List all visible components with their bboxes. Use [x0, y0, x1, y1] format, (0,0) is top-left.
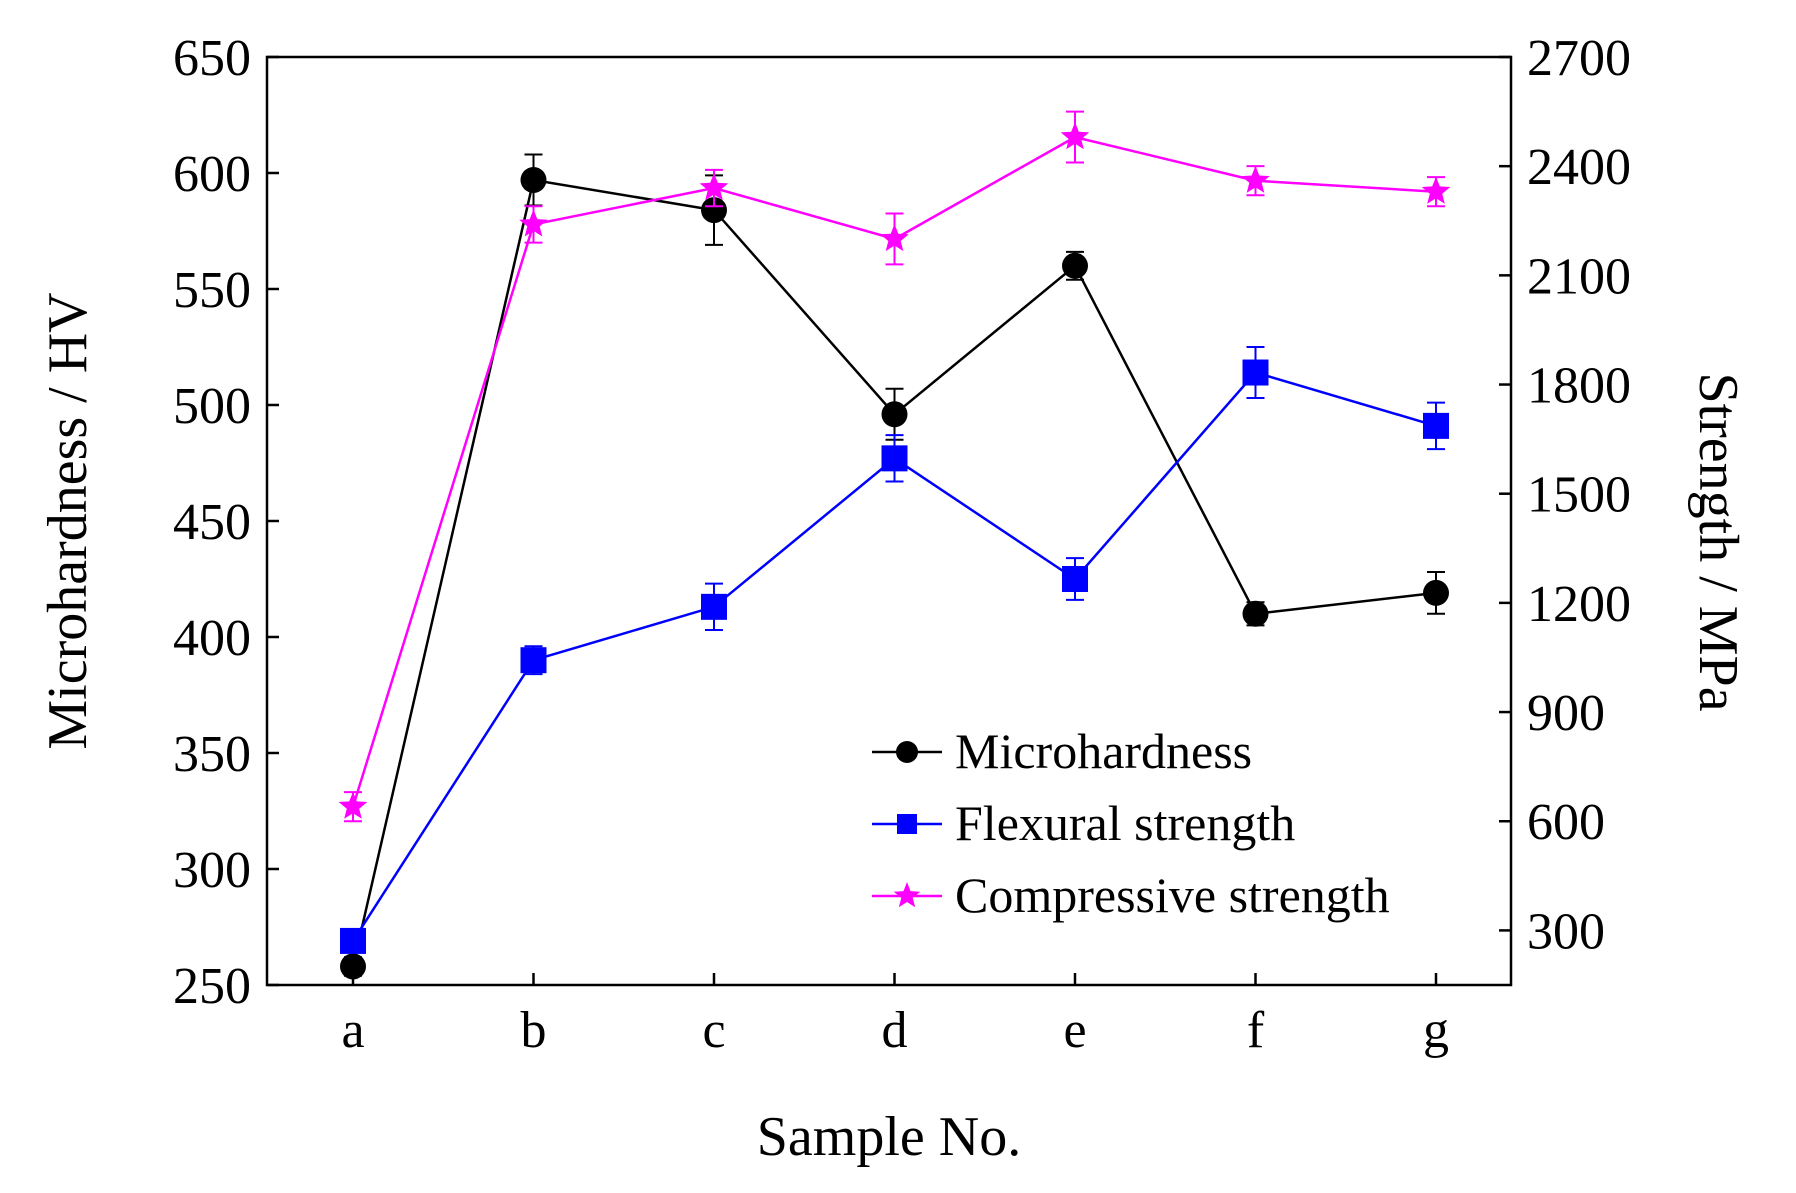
legend-marker-compressive-strength [893, 882, 921, 908]
data-point [881, 401, 908, 428]
data-point [1241, 165, 1270, 193]
data-point [1062, 566, 1088, 592]
series-microhardness [340, 153, 1449, 980]
data-point [520, 166, 547, 193]
legend-label-microhardness: Microhardness [955, 723, 1252, 779]
x-tick-label: g [1423, 1002, 1449, 1059]
x-tick-label: d [882, 1002, 908, 1059]
data-point [1423, 579, 1449, 606]
data-point [1421, 176, 1451, 204]
x-tick-label: c [702, 1002, 725, 1059]
x-tick-label: f [1247, 1002, 1265, 1059]
data-point [519, 209, 548, 237]
y-left-tick-label: 550 [173, 262, 251, 319]
data-point [1242, 359, 1269, 386]
data-point [880, 224, 909, 252]
y-left-tick-label: 300 [173, 842, 251, 899]
data-point [701, 197, 727, 224]
series-layer [338, 110, 1451, 980]
y-right-tick-label: 2100 [1527, 248, 1631, 305]
series-flexural-strength [340, 346, 1449, 954]
data-point [340, 927, 366, 954]
right-axis: 300 600 900 1200 1500 1800 2100 2400 2700 [1499, 30, 1631, 960]
legend: Microhardness Flexural strength Compress… [872, 723, 1390, 923]
y-right-axis-title: Strength / MPa [1687, 372, 1749, 711]
y-right-tick-label: 300 [1527, 903, 1605, 960]
y-left-tick-label: 400 [173, 610, 251, 667]
y-left-tick-label: 650 [173, 30, 251, 87]
x-axis: a b c d e f g [341, 973, 1449, 1059]
y-right-tick-label: 1800 [1527, 358, 1631, 415]
data-point [1423, 412, 1449, 439]
data-point [1060, 122, 1090, 150]
y-right-tick-label: 600 [1527, 794, 1605, 851]
x-tick-label: b [521, 1002, 547, 1059]
y-right-tick-label: 2400 [1527, 139, 1631, 196]
y-left-axis-title: Microhardness / HV [37, 292, 99, 749]
legend-label-compressive-strength: Compressive strength [955, 867, 1390, 923]
y-left-tick-label: 450 [173, 494, 251, 551]
data-point [338, 791, 368, 819]
legend-marker-flexural-strength [897, 814, 917, 834]
y-right-tick-label: 900 [1527, 685, 1605, 742]
data-point [1062, 252, 1088, 279]
legend-label-flexural-strength: Flexural strength [955, 795, 1295, 851]
x-tick-label: e [1063, 1002, 1086, 1059]
y-right-tick-label: 2700 [1527, 30, 1631, 87]
data-point [701, 593, 727, 620]
left-axis: 250 300 350 400 450 500 550 600 650 [173, 30, 279, 1015]
y-left-tick-label: 500 [173, 378, 251, 435]
legend-marker-microhardness [896, 741, 918, 763]
y-left-tick-label: 350 [173, 726, 251, 783]
y-left-tick-label: 600 [173, 146, 251, 203]
y-left-tick-label: 250 [173, 958, 251, 1015]
series-compressive-strength [338, 110, 1451, 823]
x-axis-title: Sample No. [757, 1106, 1021, 1168]
data-point [881, 445, 908, 472]
data-point [520, 647, 547, 674]
plot-frame [265, 55, 1513, 987]
data-point [340, 953, 366, 980]
data-point [1242, 600, 1269, 627]
y-right-tick-label: 1200 [1527, 576, 1631, 633]
data-point [699, 173, 729, 201]
y-right-tick-label: 1500 [1527, 467, 1631, 524]
x-tick-label: a [341, 1002, 364, 1059]
